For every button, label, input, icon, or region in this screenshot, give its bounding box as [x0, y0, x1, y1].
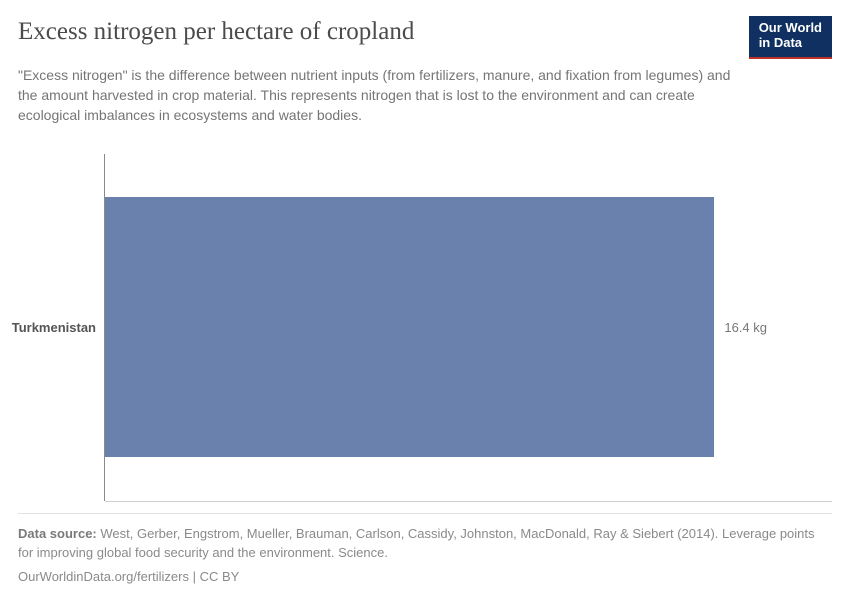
bar-row: 16.4 kg — [105, 154, 832, 501]
x-axis-line — [105, 501, 832, 502]
chart-subtitle: "Excess nitrogen" is the difference betw… — [18, 65, 738, 126]
footer-license: CC BY — [200, 569, 240, 584]
source-text: West, Gerber, Engstrom, Mueller, Brauman… — [18, 526, 815, 561]
header-row: Excess nitrogen per hectare of cropland … — [18, 16, 832, 59]
data-source-line: Data source: West, Gerber, Engstrom, Mue… — [18, 524, 832, 563]
footer-link-row: OurWorldinData.org/fertilizers | CC BY — [18, 567, 832, 587]
chart-area: Turkmenistan 16.4 kg — [18, 154, 832, 501]
logo-line1: Our World — [759, 20, 822, 35]
y-axis-labels: Turkmenistan — [18, 154, 104, 501]
chart-container: Excess nitrogen per hectare of cropland … — [0, 0, 850, 600]
source-label: Data source: — [18, 526, 97, 541]
value-label: 16.4 kg — [724, 320, 767, 335]
bar — [105, 197, 714, 457]
chart-footer: Data source: West, Gerber, Engstrom, Mue… — [18, 513, 832, 587]
category-label: Turkmenistan — [12, 320, 96, 335]
footer-separator: | — [189, 569, 200, 584]
owid-logo: Our World in Data — [749, 16, 832, 59]
plot-region: 16.4 kg — [104, 154, 832, 501]
footer-link: OurWorldinData.org/fertilizers — [18, 569, 189, 584]
logo-line2: in Data — [759, 35, 802, 50]
chart-title: Excess nitrogen per hectare of cropland — [18, 16, 414, 47]
